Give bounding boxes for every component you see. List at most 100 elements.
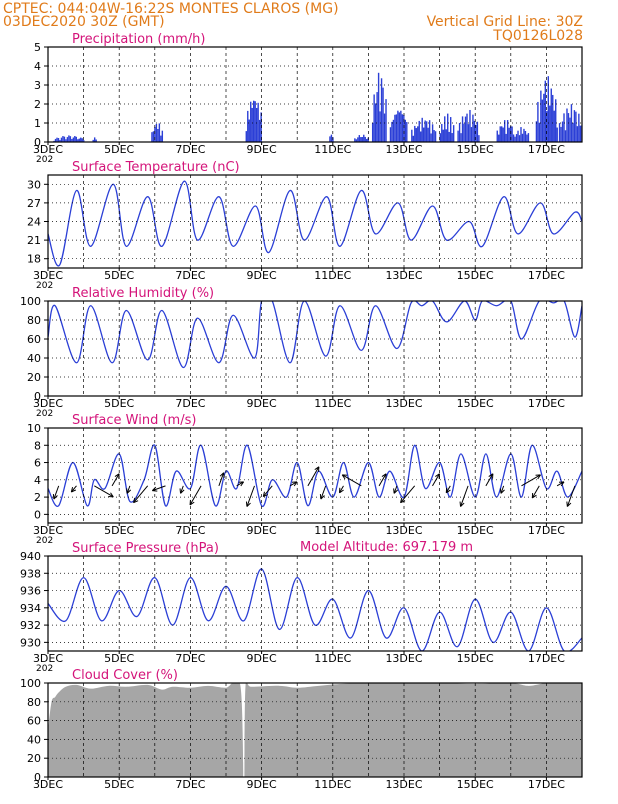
y-tick-label: 1 — [34, 117, 41, 130]
x-tick-label: 15DEC — [457, 269, 494, 282]
precip-bar — [248, 119, 250, 142]
precip-bar — [60, 137, 63, 142]
precip-bar — [420, 131, 422, 142]
wind-arrow — [246, 485, 255, 507]
y-tick-label: 940 — [20, 550, 41, 563]
precip-bar — [69, 136, 72, 142]
precip-bar — [564, 130, 567, 142]
wind-arrow — [236, 481, 244, 487]
x-tick-label: 13DEC — [385, 524, 422, 537]
precip-bar — [392, 119, 395, 142]
precip-bar — [447, 113, 449, 142]
precip-bar — [394, 114, 396, 142]
x-tick-label: 9DEC — [247, 143, 277, 156]
y-tick-label: 10 — [27, 422, 41, 435]
precip-bar — [62, 136, 64, 142]
x-tick-label: 15DEC — [457, 143, 494, 156]
y-tick-label: 936 — [20, 585, 41, 598]
precip-bar — [515, 134, 518, 142]
precip-bar — [442, 129, 444, 142]
x-tick-label: 15DEC — [457, 778, 494, 791]
x-tick-label: 3DEC — [33, 143, 63, 156]
wind-arrow-head — [219, 472, 225, 478]
precip-bar — [575, 111, 577, 142]
y-tick-label: 2 — [34, 98, 41, 111]
precip-bar — [441, 123, 443, 142]
panel-frame — [47, 427, 583, 524]
precip-bar — [382, 87, 384, 142]
precip-bar — [458, 122, 461, 142]
x-tick-label: 7DEC — [175, 778, 205, 791]
precip-bar — [92, 139, 94, 142]
precip-bar — [508, 127, 510, 142]
precip-bar — [540, 90, 542, 142]
precip-bar — [523, 128, 525, 142]
wind-arrow — [445, 485, 451, 494]
x-tick-label: 7DEC — [175, 269, 205, 282]
y-tick-label: 0 — [34, 771, 41, 784]
wind-arrow-head — [133, 497, 139, 504]
wind-arrow — [111, 473, 120, 487]
precip-bar — [511, 126, 513, 142]
precip-bar — [366, 138, 368, 142]
precip-bar — [505, 133, 507, 142]
precip-bar — [77, 139, 79, 142]
precip-bar — [361, 137, 363, 142]
precip-bar — [535, 121, 538, 142]
precip-bar — [546, 111, 548, 142]
precip-bars — [53, 72, 582, 142]
x-tick-label: 3DEC — [33, 524, 63, 537]
precip-bar — [254, 101, 256, 142]
precip-bar — [538, 122, 541, 142]
x-tick-label: 17DEC — [528, 269, 565, 282]
x-tick-label: 3DEC — [33, 652, 63, 665]
precip-bar — [253, 100, 255, 142]
precip-bar — [250, 101, 252, 142]
precip-bar — [499, 126, 501, 142]
x-year-label: 202 — [36, 536, 53, 546]
y-tick-label: 0 — [34, 508, 41, 521]
precip-bar — [401, 114, 404, 142]
precip-bar — [251, 107, 253, 142]
precip-bar — [430, 133, 432, 142]
y-tick-label: 60 — [27, 333, 41, 346]
precip-bar — [502, 127, 504, 142]
precip-bar — [578, 113, 580, 142]
precip-bar — [355, 139, 358, 142]
x-tick-label: 5DEC — [104, 269, 134, 282]
precip-bar — [411, 129, 413, 142]
wind-arrow — [339, 485, 344, 494]
precip-bar — [397, 110, 399, 142]
wind-arrow-head — [558, 481, 565, 487]
precip-bar — [476, 121, 479, 142]
precip-bar — [422, 127, 425, 142]
precip-bar — [376, 92, 378, 142]
precip-bar — [469, 109, 471, 142]
x-tick-label: 17DEC — [528, 143, 565, 156]
y-tick-label: 6 — [34, 457, 41, 470]
x-tick-label: 11DEC — [314, 143, 351, 156]
wind-arrow — [126, 485, 131, 494]
x-tick-label: 9DEC — [247, 397, 277, 410]
precip-bar — [354, 138, 356, 142]
wind-arrow-head — [338, 487, 344, 494]
precip-bar — [572, 122, 574, 142]
x-tick-label: 3DEC — [33, 397, 63, 410]
precip-bar — [547, 76, 549, 142]
wind-arrow — [189, 485, 202, 506]
precip-bar — [404, 119, 407, 142]
precip-bar — [514, 136, 516, 142]
precip-bar — [464, 116, 467, 142]
x-tick-label: 9DEC — [247, 778, 277, 791]
precip-bar — [448, 131, 450, 142]
precip-bar — [247, 110, 249, 142]
x-tick-label: 17DEC — [528, 652, 565, 665]
precip-bar — [161, 130, 164, 142]
y-tick-label: 21 — [27, 234, 41, 247]
panel-rh: Relative Humidity (%) 0 20 40 60 80 100 3DEC 5DE… — [20, 286, 583, 419]
wind-arrow — [218, 472, 225, 487]
wind-arrow-head — [381, 473, 387, 479]
wind-arrow-head — [535, 474, 541, 480]
precip-bar — [364, 136, 366, 142]
x-tick-label: 15DEC — [457, 524, 494, 537]
